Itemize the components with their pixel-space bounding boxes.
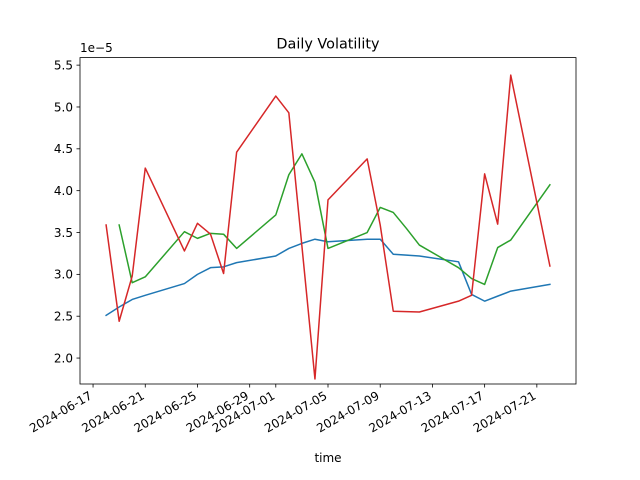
y-tick-label: 3.5 xyxy=(54,226,73,240)
series-layer xyxy=(105,74,551,380)
y-tick-label: 2.5 xyxy=(54,310,73,324)
y-tick-label: 4.0 xyxy=(54,184,73,198)
y-tick-label: 3.0 xyxy=(54,268,73,282)
y-tick-label: 5.5 xyxy=(54,58,73,72)
series-line-3 xyxy=(105,74,551,380)
y-ticks: 2.0 2.5 3.0 3.5 4.0 4.5 5.0 5.5 xyxy=(54,58,80,365)
y-tick-label: 5.0 xyxy=(54,100,73,114)
chart-title: Daily Volatility xyxy=(276,37,380,53)
plot-frame xyxy=(79,57,577,385)
y-offset-label: 1e−5 xyxy=(80,41,113,55)
x-axis-label: time xyxy=(314,451,341,465)
y-tick-label: 2.0 xyxy=(54,351,73,365)
y-tick-label: 4.5 xyxy=(54,142,73,156)
series-line-1 xyxy=(105,238,551,317)
